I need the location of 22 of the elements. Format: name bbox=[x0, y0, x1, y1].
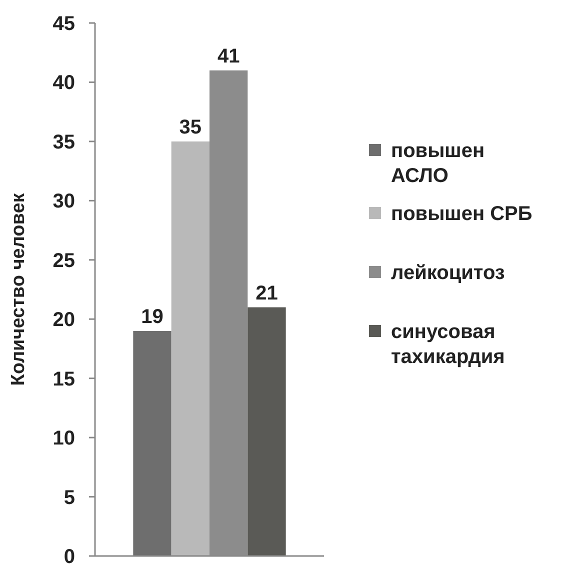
data-label: 41 bbox=[217, 45, 240, 68]
y-tick-label: 20 bbox=[52, 309, 75, 332]
y-tick-label: 10 bbox=[52, 428, 75, 450]
legend-label: повышен СРБ bbox=[391, 203, 532, 225]
data-label: 19 bbox=[141, 306, 164, 328]
bar bbox=[133, 330, 172, 556]
y-tick-label: 0 bbox=[64, 546, 75, 566]
y-tick-label: 30 bbox=[52, 190, 75, 213]
y-tick-label: 45 bbox=[52, 13, 75, 35]
legend-label: лейкоцитоз bbox=[391, 262, 505, 284]
bar bbox=[171, 141, 210, 556]
data-label: 35 bbox=[179, 116, 202, 138]
y-axis-title: Количество человек bbox=[8, 192, 29, 386]
legend-label: синусовая тахикардия bbox=[391, 321, 505, 368]
data-label: 21 bbox=[256, 282, 278, 304]
y-tick-label: 5 bbox=[64, 486, 75, 509]
y-tick-label: 25 bbox=[52, 250, 75, 272]
y-tick-label: 35 bbox=[52, 131, 75, 154]
legend-label: повышен АСЛО bbox=[391, 140, 485, 187]
bar bbox=[248, 307, 286, 556]
y-tick-label: 15 bbox=[52, 368, 75, 390]
y-tick-label: 40 bbox=[52, 72, 75, 94]
